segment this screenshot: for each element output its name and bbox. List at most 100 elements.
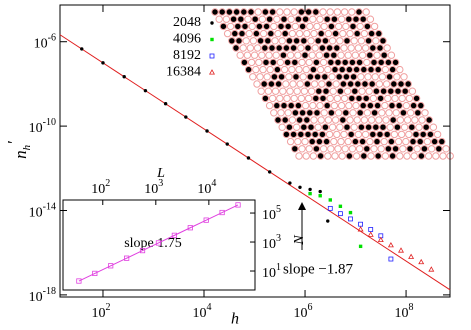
lattice-site — [333, 8, 342, 16]
tick-exp: 2 — [105, 178, 110, 189]
lattice-site — [379, 37, 387, 45]
lattice-site — [330, 15, 339, 23]
lattice-site — [361, 44, 370, 52]
lattice-site — [403, 116, 412, 124]
lattice-site — [376, 130, 384, 139]
lattice-site — [301, 101, 310, 110]
lattice-site — [400, 73, 408, 81]
lattice-site — [318, 130, 327, 139]
plot-frame — [59, 4, 451, 298]
lattice-site — [391, 58, 400, 67]
lattice-site — [394, 137, 403, 146]
lattice-site — [422, 123, 430, 131]
inset-point — [92, 270, 98, 277]
lattice-site — [314, 123, 322, 131]
lattice-site — [245, 29, 253, 38]
tick-exp: 4 — [211, 178, 216, 189]
lattice-site — [361, 130, 370, 139]
legend-marker — [209, 69, 215, 75]
lattice-site — [387, 87, 395, 95]
lattice-site — [300, 123, 308, 131]
tick-label: 104 — [197, 178, 216, 197]
lattice-site — [330, 51, 338, 59]
inset-point — [124, 255, 130, 261]
lattice-site — [399, 109, 408, 117]
lattice-site — [304, 130, 312, 139]
lattice-site — [326, 8, 334, 16]
lattice-site — [325, 80, 333, 88]
tick-label: 106 — [294, 302, 313, 321]
lattice-site — [282, 80, 290, 88]
lattice-site — [228, 37, 236, 45]
lattice-site — [365, 87, 373, 95]
point — [298, 185, 302, 189]
lattice-site — [288, 116, 297, 124]
lattice-site — [317, 116, 325, 124]
tick-label: 102 — [91, 178, 110, 197]
lattice-site — [408, 87, 417, 95]
lattice-site — [388, 65, 397, 74]
lattice-site — [276, 8, 284, 16]
lattice-site — [303, 80, 312, 88]
lattice-site — [391, 94, 399, 103]
lattice-site — [270, 109, 278, 117]
legend-marker — [210, 21, 214, 25]
lattice-site — [322, 137, 331, 146]
lattice-site — [337, 51, 345, 59]
lattice-site — [348, 94, 356, 103]
lattice-site — [235, 37, 243, 45]
lattice-site — [411, 116, 419, 124]
point — [337, 211, 343, 217]
lattice-site — [325, 44, 334, 52]
lattice-site — [355, 145, 364, 153]
lattice-site — [269, 58, 277, 67]
lattice-site — [359, 101, 367, 110]
lattice-site — [297, 8, 306, 16]
lattice-site — [258, 51, 266, 59]
lattice-site — [284, 22, 292, 31]
lattice-site — [319, 94, 327, 103]
point — [326, 219, 330, 223]
lattice-site — [313, 73, 322, 81]
lattice-site — [412, 130, 420, 139]
lattice-site — [270, 73, 279, 81]
lattice-site — [306, 22, 314, 31]
lattice-site — [384, 145, 393, 153]
lattice-site — [388, 152, 397, 160]
lattice-site — [285, 123, 294, 131]
lattice-site — [432, 152, 440, 160]
y-label-prime: ′ — [4, 141, 23, 145]
lattice-site — [357, 37, 366, 45]
lattice-site — [268, 8, 277, 16]
lattice-site — [345, 15, 353, 23]
lattice-site — [243, 51, 252, 59]
lattice-site — [383, 130, 391, 139]
lattice-site — [395, 101, 403, 110]
lattice-site — [334, 58, 342, 67]
lattice-site — [310, 116, 318, 124]
tick-exp: 8 — [409, 302, 414, 313]
lattice-site — [279, 87, 287, 95]
lattice-site — [306, 109, 314, 117]
lattice-site — [300, 87, 309, 95]
point — [122, 75, 126, 79]
lattice-site — [292, 73, 300, 81]
lattice-site — [347, 44, 355, 52]
lattice-site — [237, 15, 245, 23]
lattice-site — [265, 51, 273, 59]
lattice-site — [327, 145, 335, 153]
lattice-site — [249, 73, 257, 81]
lattice-site — [372, 87, 381, 95]
lattice-site — [350, 123, 358, 131]
lattice-site — [251, 15, 259, 23]
lattice-site — [333, 94, 342, 103]
lattice-site — [323, 15, 331, 23]
lattice-site — [357, 73, 365, 81]
lattice-site — [244, 15, 252, 23]
lattice-site — [294, 15, 303, 23]
lattice-site — [268, 94, 277, 103]
lattice-site — [375, 29, 383, 38]
lattice-site — [355, 58, 364, 67]
lattice-site — [273, 15, 281, 23]
lattice-site — [225, 8, 234, 16]
